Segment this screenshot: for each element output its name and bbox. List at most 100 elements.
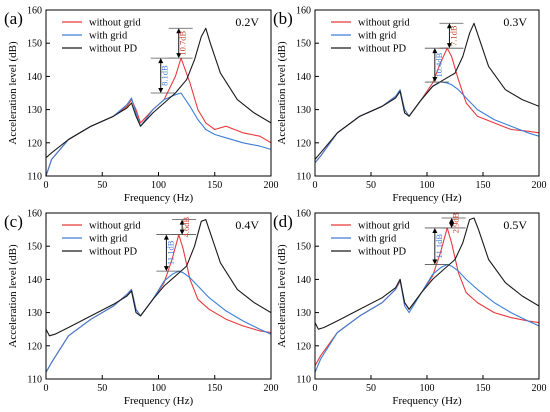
annotation-label: 11.1dB bbox=[165, 240, 175, 265]
y-tick-label: 150 bbox=[27, 242, 42, 253]
annotation-arrowhead bbox=[176, 28, 182, 34]
voltage-label: 0.5V bbox=[503, 218, 527, 232]
x-tick-label: 200 bbox=[532, 180, 547, 191]
series-line bbox=[315, 47, 539, 164]
y-tick-label: 160 bbox=[27, 209, 42, 220]
panel-label: (d) bbox=[273, 212, 293, 231]
y-tick-label: 110 bbox=[27, 375, 42, 386]
voltage-label: 0.2V bbox=[235, 15, 259, 29]
y-tick-label: 140 bbox=[296, 275, 311, 286]
x-tick-label: 150 bbox=[207, 383, 222, 394]
x-tick-label: 100 bbox=[420, 180, 435, 191]
x-tick-label: 50 bbox=[97, 383, 107, 394]
x-axis-label: Frequency (Hz) bbox=[124, 395, 194, 407]
series-line bbox=[315, 22, 539, 160]
annotation-arrowhead bbox=[432, 77, 438, 83]
y-axis-label: Acceleration level (dB) bbox=[276, 41, 288, 145]
y-tick-label: 120 bbox=[27, 341, 42, 352]
chart-panel: 0 50 100 150 200 110 120 130 140 150 160 Frequency … bbox=[4, 209, 279, 408]
annotation-arrowhead bbox=[446, 23, 452, 29]
x-tick-label: 150 bbox=[476, 180, 491, 191]
legend-label: without PD bbox=[89, 44, 138, 55]
y-tick-label: 130 bbox=[27, 308, 42, 319]
x-tick-label: 0 bbox=[313, 383, 318, 394]
voltage-label: 0.3V bbox=[503, 15, 527, 29]
chart-panel: 0 50 100 150 200 110 120 130 140 150 160 Frequency … bbox=[273, 209, 547, 408]
annotation-label: 10.7dB bbox=[178, 30, 188, 55]
y-tick-label: 120 bbox=[296, 138, 311, 149]
y-tick-label: 150 bbox=[296, 242, 311, 253]
annotation-arrowhead bbox=[449, 217, 455, 223]
y-tick-label: 160 bbox=[27, 6, 42, 17]
legend-label: without PD bbox=[89, 247, 138, 258]
x-tick-label: 100 bbox=[151, 180, 166, 191]
y-tick-label: 160 bbox=[296, 209, 311, 220]
legend-label: without grid bbox=[89, 221, 141, 232]
y-tick-label: 110 bbox=[296, 172, 311, 183]
y-tick-label: 110 bbox=[296, 375, 311, 386]
y-tick-label: 130 bbox=[296, 105, 311, 116]
annotation-label: 2.9dB bbox=[451, 212, 461, 233]
series-line bbox=[46, 219, 271, 337]
x-tick-label: 200 bbox=[264, 383, 279, 394]
x-tick-label: 200 bbox=[264, 180, 279, 191]
annotation-label: 4.6dB bbox=[181, 217, 191, 238]
y-tick-label: 110 bbox=[27, 172, 42, 183]
chart-panel: 0 50 100 150 200 110 120 130 140 150 160 Frequency … bbox=[4, 6, 279, 205]
series-line bbox=[46, 92, 271, 176]
series-line bbox=[46, 27, 271, 159]
series-line bbox=[315, 227, 539, 366]
annotation-label: 10.4dB bbox=[434, 52, 444, 77]
annotation-arrowhead bbox=[179, 229, 185, 235]
x-tick-label: 100 bbox=[420, 383, 435, 394]
x-tick-label: 0 bbox=[44, 383, 49, 394]
voltage-label: 0.4V bbox=[235, 218, 259, 232]
y-tick-label: 120 bbox=[296, 341, 311, 352]
x-axis-label: Frequency (Hz) bbox=[392, 192, 462, 204]
x-tick-label: 150 bbox=[207, 180, 222, 191]
x-tick-label: 150 bbox=[476, 383, 491, 394]
annotation-arrowhead bbox=[158, 88, 164, 93]
series-line bbox=[46, 57, 271, 176]
y-tick-label: 160 bbox=[296, 6, 311, 17]
panel-label: (c) bbox=[4, 212, 23, 231]
series-line bbox=[46, 270, 271, 373]
annotation-arrowhead bbox=[176, 53, 182, 59]
annotation-label: 11.1dB bbox=[434, 234, 444, 259]
x-axis-label: Frequency (Hz) bbox=[392, 395, 462, 407]
y-tick-label: 120 bbox=[27, 138, 42, 149]
x-tick-label: 50 bbox=[366, 383, 376, 394]
y-axis-label: Acceleration level (dB) bbox=[276, 244, 288, 348]
annotation-label: 8.1dB bbox=[160, 65, 170, 86]
annotation-label: 7.1dB bbox=[448, 25, 458, 46]
legend-label: with grid bbox=[358, 31, 397, 42]
annotation-arrowhead bbox=[158, 58, 164, 64]
annotation-arrowhead bbox=[449, 222, 455, 228]
y-tick-label: 150 bbox=[296, 39, 311, 50]
legend-label: without PD bbox=[358, 247, 407, 258]
annotation-arrowhead bbox=[432, 227, 438, 233]
y-axis-label: Acceleration level (dB) bbox=[7, 244, 19, 348]
annotation-arrowhead bbox=[432, 48, 438, 54]
y-tick-label: 130 bbox=[296, 308, 311, 319]
series-line bbox=[315, 81, 539, 164]
y-axis-label: Acceleration level (dB) bbox=[7, 41, 19, 145]
x-axis-label: Frequency (Hz) bbox=[124, 192, 194, 204]
legend-label: with grid bbox=[89, 31, 128, 42]
x-tick-label: 50 bbox=[97, 180, 107, 191]
legend-label: without grid bbox=[358, 18, 410, 29]
series-line bbox=[315, 217, 539, 330]
series-line bbox=[315, 263, 539, 373]
y-tick-label: 140 bbox=[27, 72, 42, 83]
annotation-arrowhead bbox=[163, 234, 169, 240]
y-tick-label: 140 bbox=[296, 72, 311, 83]
annotation-arrowhead bbox=[179, 219, 185, 225]
x-tick-label: 100 bbox=[151, 383, 166, 394]
chart-panel: 0 50 100 150 200 110 120 130 140 150 160 Frequency … bbox=[273, 6, 547, 205]
panel-label: (a) bbox=[4, 9, 23, 28]
legend-label: without grid bbox=[89, 18, 141, 29]
legend-label: without grid bbox=[358, 221, 410, 232]
x-tick-label: 200 bbox=[532, 383, 547, 394]
x-tick-label: 0 bbox=[313, 180, 318, 191]
